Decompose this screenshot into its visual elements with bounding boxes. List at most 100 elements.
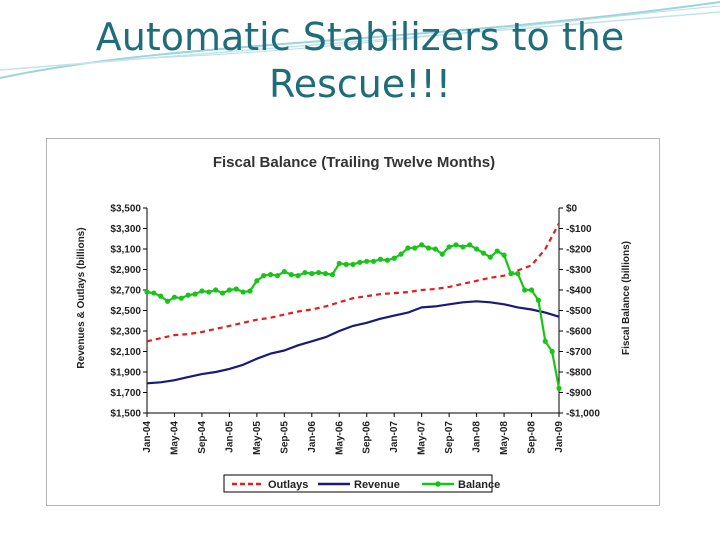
balance-point <box>185 292 191 298</box>
balance-point <box>226 287 232 293</box>
x-axis-tick-label: Sep-08 <box>527 421 538 454</box>
left-axis-tick-label: $2,100 <box>110 347 141 358</box>
balance-point <box>528 287 535 293</box>
legend-balance-label: Balance <box>458 479 500 491</box>
legend-box <box>223 474 493 493</box>
chart-title: Fiscal Balance (Trailing Twelve Months) <box>213 154 495 171</box>
balance-point <box>549 348 555 355</box>
balance-point <box>467 242 473 248</box>
right-axis-tick-label: -$900 <box>566 388 592 399</box>
slide-decoration <box>0 1 720 79</box>
left-axis-tick-label: $1,700 <box>110 388 141 399</box>
x-axis-tick-label: Sep-07 <box>444 421 455 454</box>
balance-point <box>274 273 281 279</box>
series-layer <box>144 222 562 391</box>
balance-point <box>364 258 370 264</box>
x-axis-tick-label: Jan-06 <box>307 421 318 453</box>
balance-point <box>522 287 528 293</box>
balance-point <box>240 289 246 295</box>
right-axis-tick-label: -$100 <box>566 224 592 235</box>
balance-point <box>336 260 342 266</box>
left-axis-tick-label: $1,500 <box>110 409 141 420</box>
slide-title-line-2: Rescue!!! <box>269 62 451 106</box>
x-axis-tick-label: May-05 <box>252 421 263 455</box>
balance-point <box>268 272 274 278</box>
left-axis-label: Revenues & Outlays (billions) <box>76 227 87 368</box>
x-axis-tick-label: May-06 <box>334 421 345 455</box>
right-axis-tick-label: -$800 <box>566 368 592 379</box>
balance-point <box>398 251 404 257</box>
balance-point <box>480 250 487 256</box>
right-axis-tick-label: $0 <box>566 204 578 215</box>
decorative-swoosh <box>0 11 720 71</box>
right-axis-tick-label: -$200 <box>566 245 592 256</box>
x-axis-tick-label: Jan-08 <box>472 421 483 453</box>
balance-point <box>151 290 157 296</box>
right-axis-tick-label: -$400 <box>566 286 592 297</box>
balance-point <box>474 246 480 252</box>
x-axis-tick-label: Jan-04 <box>142 421 153 453</box>
balance-point <box>439 251 445 257</box>
balance-point <box>288 272 294 278</box>
balance-point <box>316 269 322 276</box>
slide-title-line-1: Automatic Stabilizers to the <box>95 15 625 59</box>
chart-frame <box>46 138 660 506</box>
balance-point <box>350 261 356 267</box>
balance-point <box>446 244 452 250</box>
balance-point <box>405 245 411 251</box>
right-axis-tick-label: -$700 <box>566 347 592 358</box>
balance-point <box>247 288 253 294</box>
x-axis-tick-label: Sep-06 <box>362 421 373 454</box>
x-axis-ticks: Jan-04 May-04 Sep-04 Jan-05 May-05 Sep-05 Jan-… <box>142 413 565 455</box>
balance-point <box>412 245 418 251</box>
x-axis-tick-label: Sep-04 <box>197 421 208 454</box>
outlays-line <box>146 222 560 343</box>
balance-point <box>384 257 390 263</box>
balance-point <box>556 385 562 391</box>
left-axis-tick-label: $2,700 <box>110 286 141 297</box>
balance-point <box>425 245 432 251</box>
left-axis-ticks: $3,500 $3,300 $3,100 $2,900 $2,700 $2,500 $2,3… <box>110 204 147 420</box>
left-axis-tick-label: $3,300 <box>110 224 141 235</box>
right-axis-tick-label: -$300 <box>566 265 592 276</box>
x-axis-tick-label: Jan-05 <box>224 421 235 453</box>
balance-point <box>460 244 466 250</box>
balance-point <box>501 252 507 258</box>
x-axis-tick-label: May-07 <box>417 421 428 455</box>
balance-point <box>322 271 329 277</box>
balance-point <box>171 294 178 300</box>
balance-point <box>261 273 267 279</box>
balance-point <box>357 259 363 265</box>
balance-point <box>487 254 493 260</box>
left-axis-tick-label: $1,900 <box>110 368 141 379</box>
slide-title: Automatic Stabilizers to the Rescue!!! <box>0 14 720 108</box>
balance-point <box>535 297 541 303</box>
legend-balance-marker <box>435 481 441 487</box>
balance-point <box>213 287 219 293</box>
balance-point <box>178 295 184 301</box>
x-axis-tick-label: May-04 <box>169 421 180 455</box>
balance-point <box>144 289 150 295</box>
balance-point <box>515 271 521 277</box>
right-axis-tick-label: -$500 <box>566 306 592 317</box>
balance-point <box>432 246 438 252</box>
balance-point <box>302 269 308 276</box>
right-axis-label: Fiscal Balance (billions) <box>621 241 632 355</box>
x-axis-tick-label: Jan-07 <box>389 421 400 453</box>
balance-point <box>494 248 500 254</box>
right-axis-ticks: $0 -$100 -$200 -$300 -$400 -$500 -$600 -$700 -$8… <box>559 204 600 420</box>
revenue-line <box>146 300 560 385</box>
x-axis-tick-label: Jan-09 <box>554 421 565 453</box>
balance-point <box>295 273 301 279</box>
balance-point <box>329 272 335 278</box>
left-axis-tick-label: $2,900 <box>110 265 141 276</box>
balance-point <box>233 286 239 292</box>
right-axis-tick-label: -$600 <box>566 327 592 338</box>
legend: Outlays Revenue Balance <box>232 479 500 491</box>
balance-point <box>281 268 287 275</box>
balance-point <box>192 291 198 297</box>
balance-point <box>453 242 459 248</box>
balance-point <box>219 290 226 296</box>
balance-point <box>371 258 377 264</box>
balance-point <box>508 271 514 277</box>
